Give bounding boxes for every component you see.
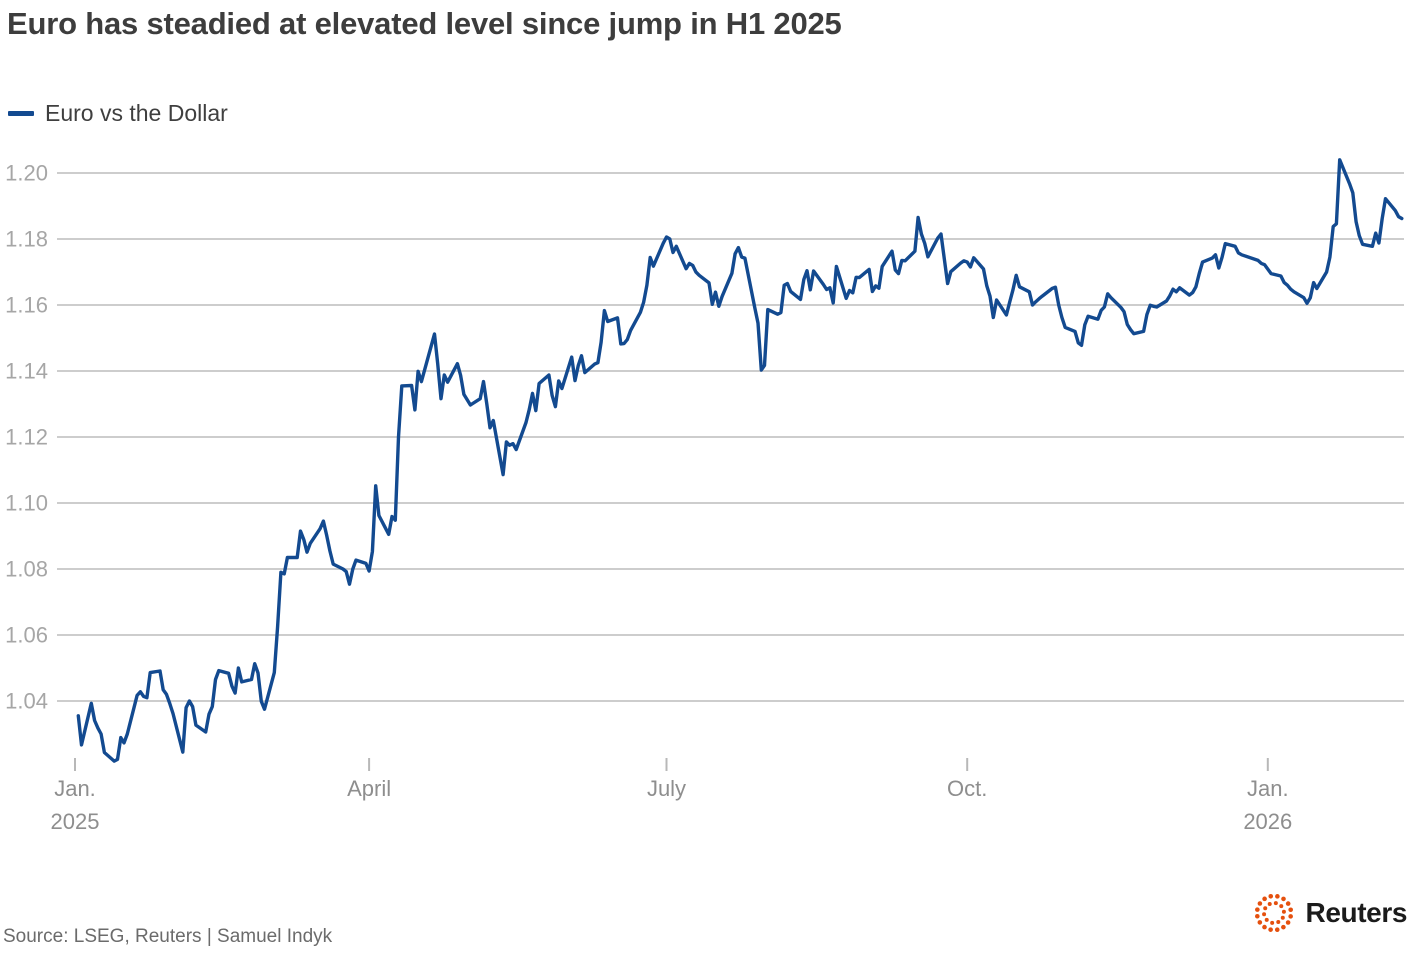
x-tick-label: Jan. <box>1247 776 1289 801</box>
x-tick-label: April <box>347 776 391 801</box>
logo-dot <box>1275 920 1280 925</box>
reuters-logo: Reuters <box>1251 888 1407 938</box>
logo-dot <box>1274 927 1280 932</box>
logo-dot <box>1267 894 1273 899</box>
logo-dot <box>1264 917 1269 922</box>
logo-dot <box>1273 901 1278 906</box>
x-axis-labels: Jan. 2025 April July Oct. Jan. 2026 <box>51 758 1292 834</box>
y-tick-label: 1.18 <box>5 227 48 252</box>
logo-dot <box>1278 904 1283 909</box>
reuters-logo-text: Reuters <box>1305 897 1408 928</box>
logo-dot <box>1261 912 1266 917</box>
logo-dot <box>1280 915 1285 920</box>
logo-dot <box>1267 927 1273 932</box>
legend-line-swatch <box>8 111 34 116</box>
reuters-logo-mark-icon <box>1254 894 1293 932</box>
logo-dot <box>1285 901 1291 906</box>
logo-dot <box>1280 896 1286 902</box>
legend-label: Euro vs the Dollar <box>45 100 228 126</box>
x-tick-label: Oct. <box>947 776 987 801</box>
y-tick-label: 1.16 <box>5 293 48 318</box>
logo-dot <box>1267 901 1272 906</box>
y-tick-label: 1.14 <box>5 359 48 384</box>
chart-title: Euro has steadied at elevated level sinc… <box>7 6 842 41</box>
x-tick-label: July <box>647 776 686 801</box>
logo-dot <box>1257 920 1262 925</box>
y-tick-label: 1.04 <box>5 689 48 714</box>
x-tick-label: Jan. <box>54 776 96 801</box>
logo-dot <box>1254 907 1260 912</box>
y-tick-label: 1.06 <box>5 623 48 648</box>
logo-dot <box>1269 920 1274 925</box>
logo-dot <box>1261 924 1267 930</box>
y-tick-label: 1.12 <box>5 425 48 450</box>
logo-dot <box>1262 906 1267 911</box>
euro-dollar-series-line <box>76 158 1404 763</box>
euro-vs-dollar-line-chart: 1.04 1.06 1.08 1.10 1.12 1.14 1.16 1.18 1.20 Jan.… <box>5 158 1404 834</box>
y-axis-labels: 1.04 1.06 1.08 1.10 1.12 1.14 1.16 1.18 1.20 <box>5 161 48 714</box>
logo-dot <box>1280 924 1286 930</box>
logo-dot <box>1261 896 1267 902</box>
logo-dot <box>1287 907 1293 913</box>
legend: Euro vs the Dollar <box>8 100 228 127</box>
logo-dot <box>1281 909 1286 914</box>
logo-dot <box>1287 914 1293 919</box>
logo-dot <box>1274 894 1280 899</box>
y-tick-label: 1.08 <box>5 557 48 582</box>
y-tick-label: 1.20 <box>5 161 48 186</box>
logo-dot <box>1257 901 1262 906</box>
y-tick-label: 1.10 <box>5 491 48 516</box>
logo-dot <box>1285 920 1290 925</box>
x-tick-year-label: 2026 <box>1243 809 1292 834</box>
logo-dot <box>1254 913 1260 919</box>
gridlines <box>57 172 1404 702</box>
source-note: Source: LSEG, Reuters | Samuel Indyk <box>3 926 333 947</box>
x-tick-year-label: 2025 <box>51 809 100 834</box>
